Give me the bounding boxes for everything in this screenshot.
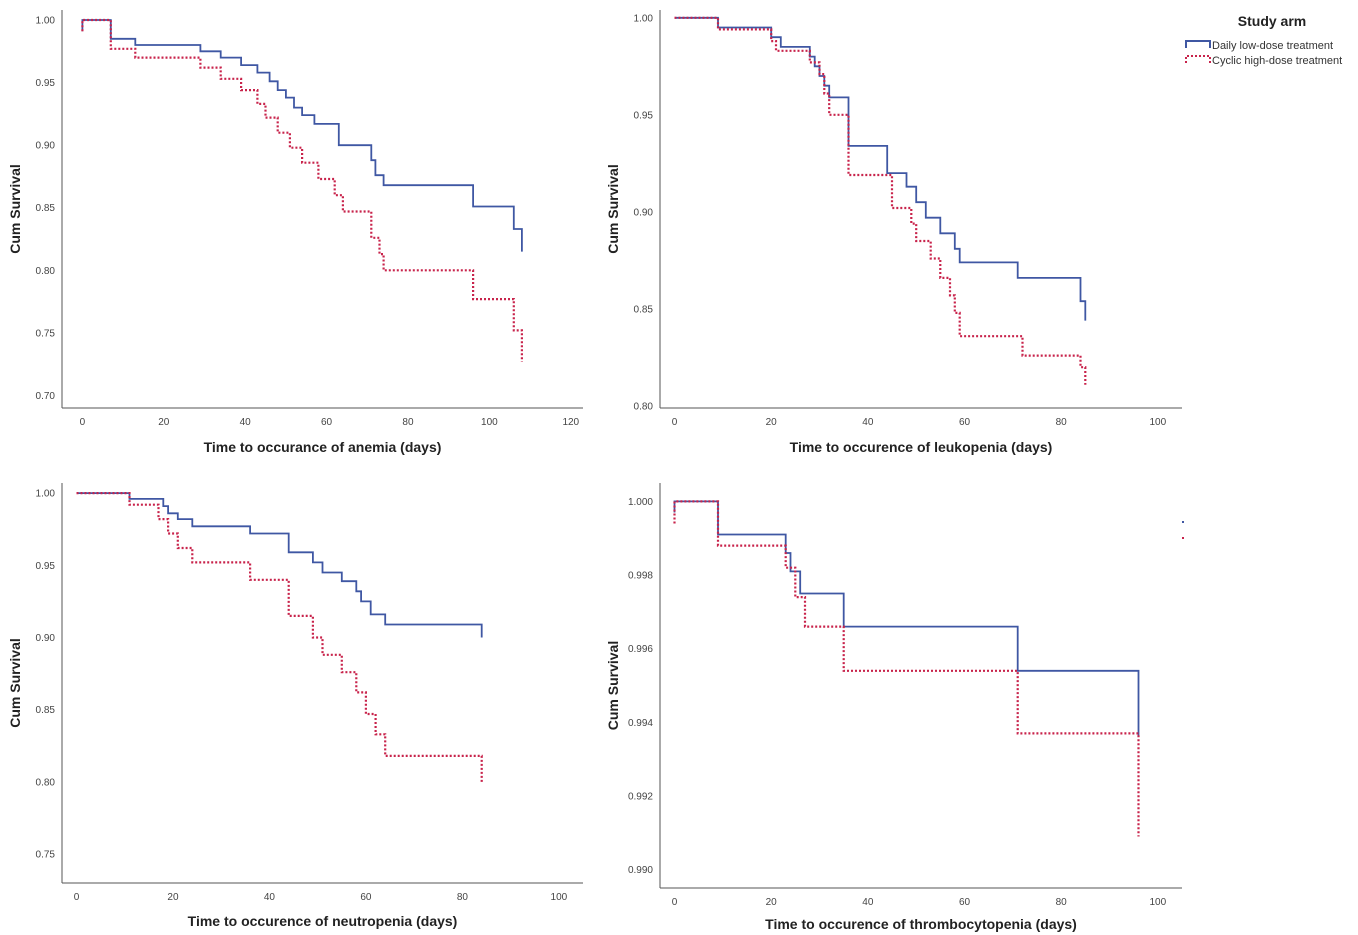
series-line-cyclic-high-dose	[81, 18, 524, 362]
x-tick-label: 60	[360, 892, 372, 903]
y-tick-label: 0.80	[634, 402, 654, 413]
x-tick-label: 40	[862, 417, 874, 428]
legend: Study arm Daily low-dose treatment Cycli…	[1185, 13, 1342, 67]
legend-label-cyclic: Cyclic high-dose treatment	[1212, 55, 1342, 67]
y-tick-label: 0.998	[628, 571, 653, 582]
y-tick-label: 0.75	[36, 850, 56, 861]
y-tick-label: 1.000	[628, 497, 653, 508]
x-axis-label: Time to occurance of anemia (days)	[204, 439, 442, 455]
chart-neutropenia: 0 20 40 60 80 100 0.75 0.80 0.85 0.90 0.95 1.00 Time…	[7, 483, 583, 929]
legend-entry-daily: Daily low-dose treatment	[1185, 40, 1333, 52]
stray-marks	[1182, 521, 1184, 539]
y-tick-label: 0.85	[634, 304, 654, 315]
x-tick-label: 120	[562, 417, 579, 428]
x-tick-label: 80	[457, 892, 469, 903]
x-tick-label: 40	[264, 892, 276, 903]
x-tick-label: 80	[1056, 897, 1068, 908]
y-tick-label: 0.90	[634, 207, 654, 218]
x-tick-label: 20	[158, 417, 170, 428]
y-axis-label: Cum Survival	[605, 641, 621, 730]
y-tick-label: 0.90	[36, 633, 56, 644]
legend-entry-cyclic: Cyclic high-dose treatment	[1185, 55, 1342, 67]
x-tick-label: 0	[80, 417, 86, 428]
series-line-cyclic-high-dose	[674, 16, 1087, 385]
series-line-daily-low-dose	[76, 492, 483, 638]
x-axis-label: Time to occurence of leukopenia (days)	[790, 439, 1053, 455]
x-tick-label: 80	[402, 417, 414, 428]
y-tick-label: 0.996	[628, 644, 653, 655]
series-line-daily-low-dose	[81, 19, 523, 252]
series-line-cyclic-high-dose	[76, 492, 483, 782]
x-tick-label: 40	[240, 417, 252, 428]
y-tick-label: 0.80	[36, 777, 56, 788]
x-tick-label: 60	[321, 417, 333, 428]
legend-label-daily: Daily low-dose treatment	[1212, 40, 1333, 52]
x-tick-label: 100	[481, 417, 498, 428]
y-tick-label: 0.85	[36, 705, 56, 716]
y-tick-label: 0.95	[634, 110, 654, 121]
chart-leukopenia: 0 20 40 60 80 100 0.80 0.85 0.90 0.95 1.00 Time to …	[605, 10, 1182, 455]
y-tick-label: 0.90	[36, 141, 56, 152]
chart-thrombocytopenia: 0 20 40 60 80 100 0.990 0.992 0.994 0.996 0.998 1.0…	[605, 483, 1182, 932]
y-tick-label: 0.990	[628, 865, 653, 876]
y-tick-label: 1.00	[36, 16, 56, 27]
x-tick-label: 0	[672, 897, 678, 908]
x-tick-label: 0	[672, 417, 678, 428]
y-axis-label: Cum Survival	[605, 164, 621, 253]
legend-title: Study arm	[1238, 13, 1306, 29]
series-line-daily-low-dose	[674, 16, 1087, 321]
y-tick-label: 0.992	[628, 791, 653, 802]
series-line-cyclic-high-dose	[673, 500, 1140, 837]
y-tick-label: 0.95	[36, 78, 56, 89]
y-tick-label: 0.80	[36, 266, 56, 277]
x-tick-label: 60	[959, 897, 971, 908]
y-axis-label: Cum Survival	[7, 638, 23, 727]
stray-mark-red	[1182, 537, 1184, 539]
x-tick-label: 80	[1056, 417, 1068, 428]
x-axis-label: Time to occurence of neutropenia (days)	[188, 913, 458, 929]
x-tick-label: 20	[766, 897, 778, 908]
x-tick-label: 60	[959, 417, 971, 428]
x-tick-label: 100	[1149, 897, 1166, 908]
y-axis-label: Cum Survival	[7, 164, 23, 253]
chart-anemia: 0 20 40 60 80 100 120 0.70 0.75 0.80 0.85 0.90 0.95 1…	[7, 10, 583, 455]
y-tick-label: 0.75	[36, 328, 56, 339]
x-tick-label: 0	[74, 892, 80, 903]
y-tick-label: 1.00	[634, 13, 654, 24]
x-tick-label: 40	[862, 897, 874, 908]
stray-mark-blue	[1182, 521, 1184, 523]
y-tick-label: 1.00	[36, 489, 56, 500]
x-tick-label: 100	[551, 892, 568, 903]
y-tick-label: 0.70	[36, 391, 56, 402]
x-axis-label: Time to occurence of thrombocytopenia (d…	[765, 916, 1077, 932]
x-tick-label: 20	[167, 892, 179, 903]
y-tick-label: 0.95	[36, 561, 56, 572]
x-tick-label: 20	[766, 417, 778, 428]
x-tick-label: 100	[1149, 417, 1166, 428]
y-tick-label: 0.85	[36, 203, 56, 214]
legend-swatch-daily	[1185, 40, 1211, 48]
y-tick-label: 0.994	[628, 718, 653, 729]
